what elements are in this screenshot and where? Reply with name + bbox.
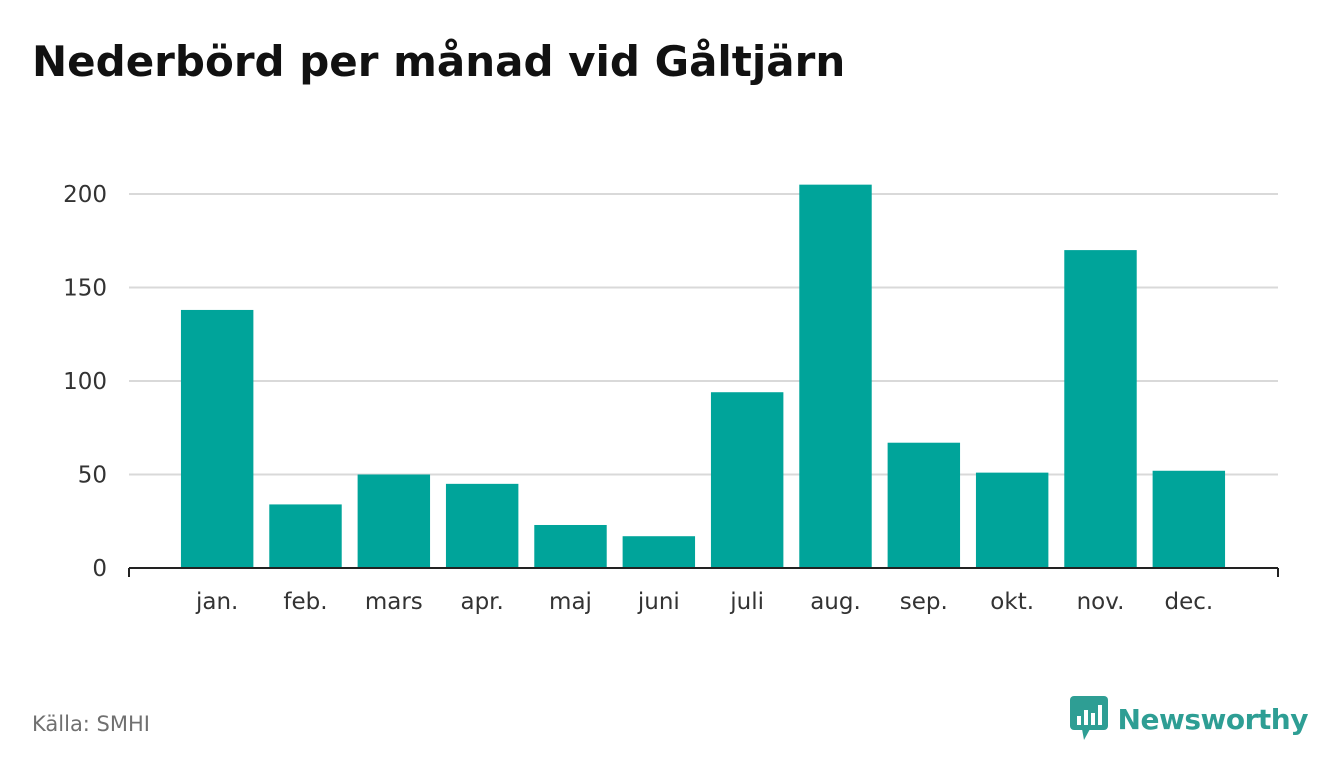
y-tick-label: 100 <box>63 369 107 395</box>
bar-juli <box>710 392 784 568</box>
bar-aug <box>799 184 872 568</box>
bar-nov <box>1064 250 1137 568</box>
x-tick-label: dec. <box>1164 589 1213 615</box>
bar-maj <box>534 524 607 568</box>
x-tick-label: nov. <box>1077 589 1125 615</box>
newsworthy-logo-icon <box>1069 696 1108 740</box>
x-tick-label: mars <box>365 589 423 615</box>
y-axis-tick-labels: 0 50 100 150 200 <box>63 182 107 582</box>
chart-title: Nederbörd per månad vid Gåltjärn <box>32 37 846 86</box>
brand-logo[interactable]: Newsworthy <box>1069 696 1309 742</box>
x-tick-label: maj <box>549 589 592 615</box>
bar-apr <box>445 483 519 568</box>
x-tick-label: okt. <box>990 589 1034 615</box>
y-tick-label: 150 <box>63 276 107 302</box>
x-tick-label: sep. <box>900 589 948 615</box>
y-tick-label: 50 <box>78 463 107 489</box>
x-tick-label: juli <box>729 589 764 615</box>
x-tick-label: juni <box>637 589 680 615</box>
source-note: Källa: SMHI <box>32 712 150 736</box>
x-axis <box>128 567 1279 577</box>
x-axis-tick-labels: jan. feb. mars apr. maj juni juli aug. sep. okt. n… <box>195 589 1213 615</box>
bar-mars <box>357 474 431 568</box>
brand-name: Newsworthy <box>1117 702 1309 736</box>
bar-okt <box>975 472 1049 568</box>
bars <box>180 184 1226 568</box>
bar-juni <box>622 536 696 568</box>
x-tick-label: feb. <box>283 589 327 615</box>
bar-chart: 0 50 100 150 200 jan. feb. mars apr. maj juni juli… <box>63 182 1279 615</box>
bar-feb <box>269 504 342 568</box>
x-tick-label: jan. <box>195 589 238 615</box>
x-tick-label: aug. <box>810 589 861 615</box>
y-tick-label: 0 <box>92 556 107 582</box>
x-tick-label: apr. <box>460 589 503 615</box>
y-tick-label: 200 <box>63 182 107 208</box>
bar-dec <box>1152 470 1226 568</box>
bar-jan <box>180 309 254 568</box>
bar-sep <box>887 442 961 568</box>
